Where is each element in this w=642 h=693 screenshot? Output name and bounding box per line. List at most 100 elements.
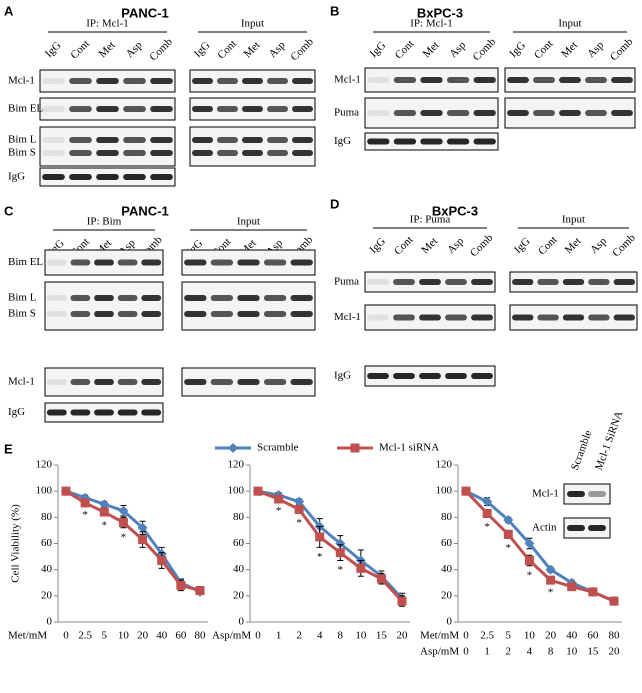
band [210, 259, 234, 266]
cell-line: PANC-1 [121, 5, 168, 20]
band [267, 150, 288, 156]
band [471, 373, 493, 379]
lane-label: Comb [468, 232, 496, 260]
y-axis-label: Cell Viability (%) [10, 504, 22, 583]
x-tick-label: 60 [175, 630, 187, 642]
panel-letter: E [4, 441, 13, 456]
point [503, 514, 514, 525]
band [263, 311, 287, 317]
group-title: Input [558, 18, 581, 30]
band [141, 295, 162, 301]
band [242, 137, 263, 143]
lane-label: IgG [43, 39, 64, 60]
band [69, 78, 92, 84]
lane-label: Asp [585, 39, 606, 60]
point [176, 580, 186, 590]
x-tick-label: 10 [566, 646, 578, 658]
band [420, 138, 443, 145]
band [471, 279, 493, 285]
band [237, 379, 260, 385]
band [242, 106, 263, 112]
band [94, 295, 114, 301]
lane-label: Met [559, 39, 580, 60]
lane-label: Met [563, 235, 584, 256]
band [393, 279, 415, 285]
point [118, 505, 129, 516]
band [210, 379, 234, 385]
lane-label: IgG [192, 39, 213, 60]
band [217, 137, 238, 143]
band [419, 279, 441, 285]
band [184, 259, 207, 266]
row-label: IgG [8, 406, 25, 418]
star: * [548, 586, 554, 598]
band [263, 295, 287, 301]
band [94, 409, 114, 416]
band [446, 138, 470, 145]
band [141, 379, 162, 385]
lane-label: Cont [215, 38, 239, 62]
blot-box [189, 126, 316, 167]
band [42, 150, 65, 156]
group-title: Input [241, 18, 264, 30]
x-axis-label: Asp/mM [212, 630, 251, 642]
point [253, 486, 263, 496]
x-tick-label: 15 [376, 630, 388, 642]
x-tick-label: 8 [338, 630, 344, 642]
band [210, 295, 234, 301]
band [217, 106, 238, 112]
band [123, 106, 146, 112]
point [588, 587, 598, 597]
x-tick-label: 5 [102, 630, 108, 642]
band [117, 311, 138, 317]
band [267, 137, 288, 143]
x-tick-label: 80 [195, 630, 207, 642]
x-tick-label: 2 [296, 630, 302, 642]
band [445, 314, 467, 321]
row-label: IgG [334, 135, 351, 147]
band [559, 77, 581, 83]
band [267, 78, 288, 84]
row-label: IgG [334, 370, 351, 382]
lane-label: Comb [471, 36, 499, 64]
legend-label: Mcl-1 siRNA [379, 442, 439, 454]
band [419, 373, 441, 379]
x-tick-label: 20 [397, 630, 409, 642]
star: * [527, 569, 533, 581]
point [461, 486, 471, 496]
band [150, 174, 173, 180]
group-title: Input [237, 216, 260, 228]
lane-label: Cont [532, 38, 556, 62]
band [123, 174, 146, 180]
legend-marker [228, 443, 238, 453]
y-tick-label: 40 [233, 563, 245, 575]
blot-box [181, 281, 316, 331]
series-line [464, 490, 615, 603]
band [217, 150, 238, 156]
band [263, 259, 287, 266]
band [446, 77, 470, 83]
star: * [102, 520, 108, 532]
band [507, 110, 529, 116]
y-tick-label: 60 [233, 537, 245, 549]
panel-letter: B [330, 3, 339, 18]
band [367, 279, 389, 285]
band [473, 110, 496, 116]
band [420, 77, 443, 83]
point [137, 522, 148, 533]
legend-label: Scramble [257, 442, 299, 454]
group-title: IP: Mcl-1 [86, 18, 128, 30]
y-tick-label: 60 [441, 537, 453, 549]
y-tick-label: 100 [36, 485, 53, 497]
x-tick-label: 0 [463, 630, 469, 642]
band [292, 137, 313, 143]
band [141, 311, 162, 317]
band [367, 373, 389, 379]
star: * [276, 505, 282, 517]
lane-label: Asp [445, 235, 466, 256]
row-label: Bim S [8, 308, 36, 320]
row-label: Mcl-1 [8, 75, 35, 87]
band [242, 78, 263, 84]
x-tick-label: 60 [587, 630, 599, 642]
y-tick-label: 0 [47, 616, 53, 628]
